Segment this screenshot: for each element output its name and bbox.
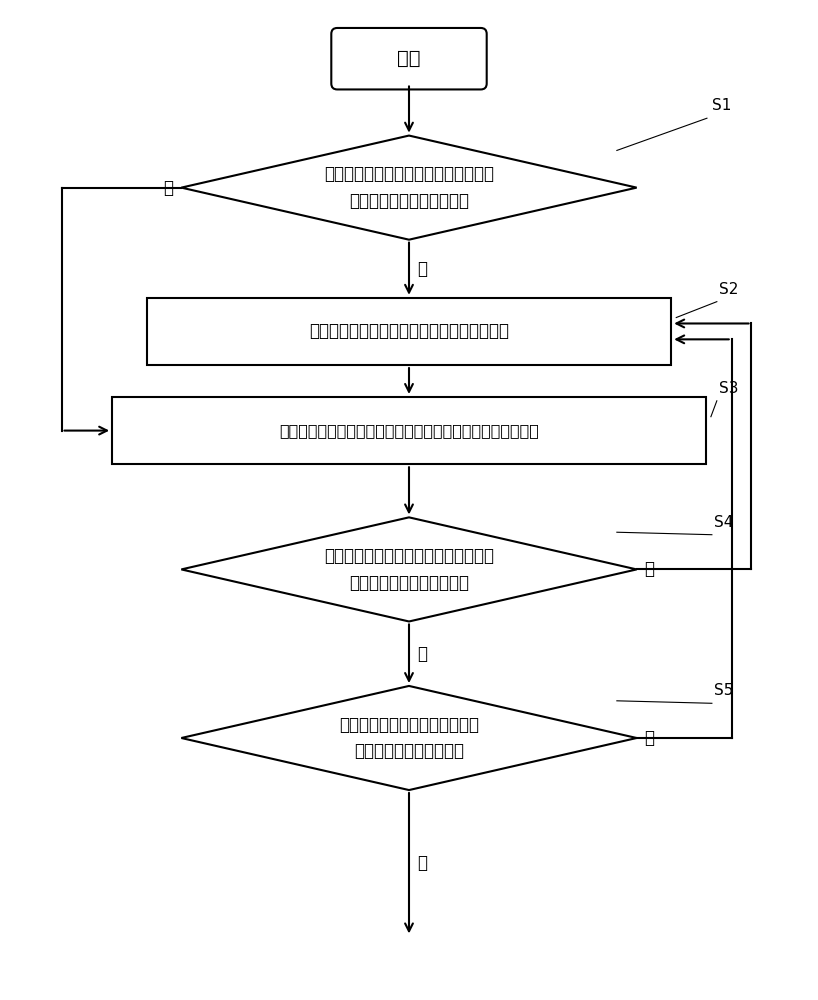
FancyBboxPatch shape	[331, 28, 487, 89]
Text: S2: S2	[719, 282, 738, 297]
Text: 否: 否	[417, 260, 427, 278]
Text: S3: S3	[719, 381, 739, 396]
Text: 输出更换相位控制指令，控制信号灯更换相位: 输出更换相位控制指令，控制信号灯更换相位	[309, 322, 509, 340]
Text: 绿灯: 绿灯	[398, 49, 420, 68]
Text: 否: 否	[417, 854, 427, 872]
Text: 是: 是	[645, 729, 654, 747]
Text: 输出延时更换相位控制指令控制信号灯延时单位绿灯延长时间: 输出延时更换相位控制指令控制信号灯延时单位绿灯延长时间	[279, 423, 539, 438]
Text: 在信号灯延时了单位绿灯延长时间后，
判断强行过街人流是否中断: 在信号灯延时了单位绿灯延长时间后， 判断强行过街人流是否中断	[324, 547, 494, 592]
Bar	[146, 298, 672, 365]
Text: S4: S4	[714, 515, 733, 530]
Text: 否: 否	[417, 645, 427, 663]
Polygon shape	[182, 136, 636, 240]
Polygon shape	[182, 686, 636, 790]
Polygon shape	[182, 517, 636, 621]
Bar	[112, 397, 706, 464]
Text: 初始绿灯时间结束时检测是否有与当前
相位相冲突的行人强行过街: 初始绿灯时间结束时检测是否有与当前 相位相冲突的行人强行过街	[324, 165, 494, 210]
Text: S1: S1	[712, 98, 731, 113]
Text: 是: 是	[164, 179, 173, 197]
Text: S5: S5	[714, 683, 733, 698]
Text: 是: 是	[645, 560, 654, 578]
Text: 信号灯的绿灯累积延长时间是否
达到设定的极限延长时间: 信号灯的绿灯累积延长时间是否 达到设定的极限延长时间	[339, 716, 479, 760]
